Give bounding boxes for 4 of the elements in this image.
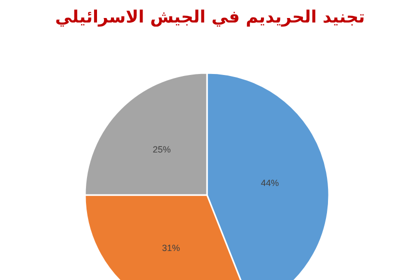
data-label: 25% — [152, 144, 171, 155]
data-label: 31% — [162, 242, 180, 253]
chart-title: تجنيد الحريديم في الجيش الاسرائيلي — [55, 8, 365, 28]
data-label: 44% — [260, 178, 279, 188]
